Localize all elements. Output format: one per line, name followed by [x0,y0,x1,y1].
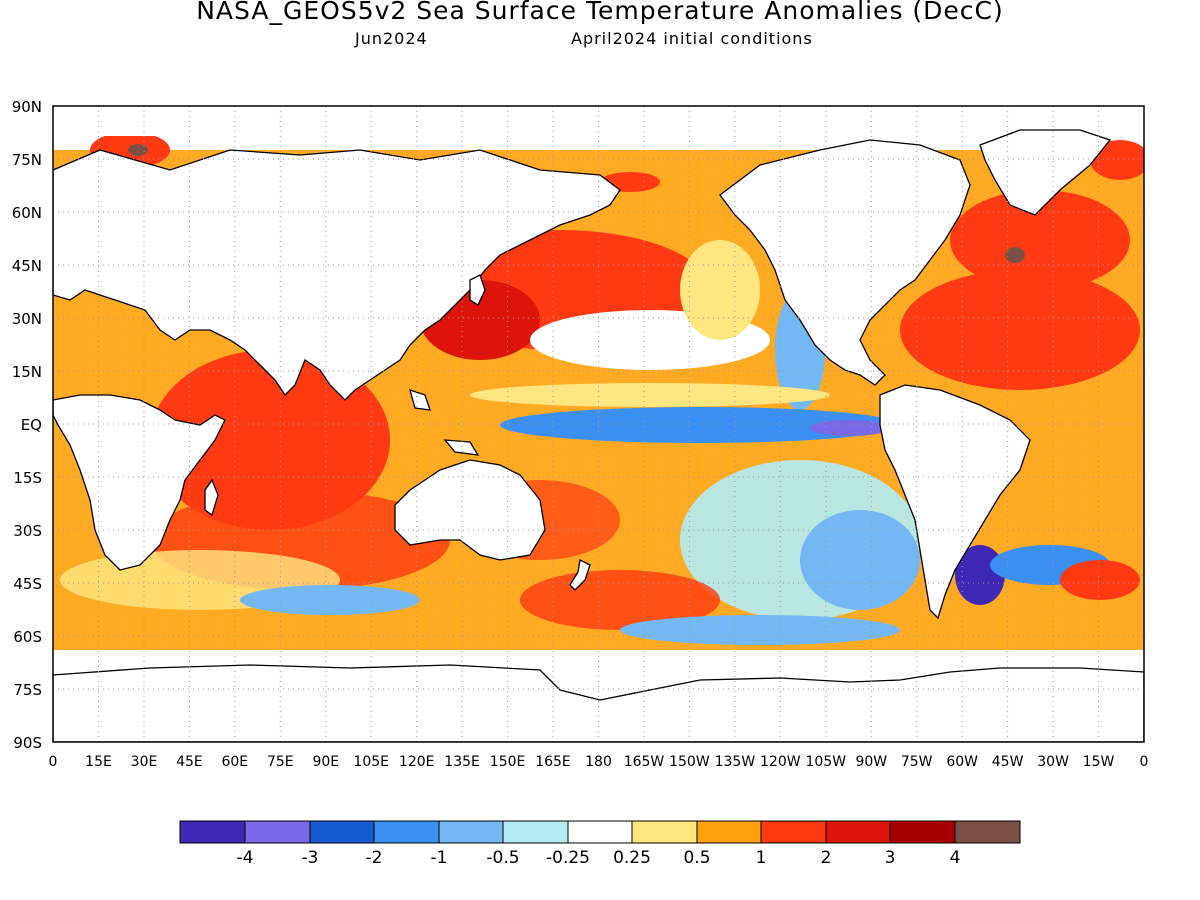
lat-label: 90S [13,734,42,752]
colorbar-swatch [631,820,698,844]
colorbar-label: -0.5 [486,848,519,868]
lon-label: 150E [490,754,526,770]
colorbar-label: -0.25 [546,848,590,868]
lat-label: 45N [12,257,42,275]
lon-label: 30W [1037,754,1069,770]
lat-label: 75N [12,151,42,169]
lon-label: 15W [1083,754,1115,770]
lat-label: 75S [13,681,42,699]
colorbar-swatch [438,820,504,844]
lat-label: 15N [12,363,42,381]
map-title: NASA_GEOS5v2 Sea Surface Temperature Ano… [196,0,1004,25]
lon-label: 150W [669,754,710,770]
lon-label: 30E [131,754,158,770]
lon-label: 135W [715,754,756,770]
colorbar-label: 3 [885,848,896,868]
lat-label: 30S [13,522,42,540]
lon-label: 0 [1140,754,1149,770]
lat-label: 30N [12,310,42,328]
colorbar-label: 1 [756,848,767,868]
lon-label: 0 [49,754,58,770]
colorbar-label: -1 [431,848,448,868]
lat-label: 60N [12,204,42,222]
initial-conditions: April2024 initial conditions [571,29,813,48]
colorbar-swatch [889,820,956,844]
lon-label: 135E [444,754,480,770]
lat-label: 15S [13,469,42,487]
colorbar-label: 4 [950,848,961,868]
colorbar-label: 0.25 [613,848,651,868]
colorbar-swatch [954,820,1021,844]
colorbar [179,820,1021,844]
colorbar-swatch [244,820,311,844]
colorbar-swatch [179,820,246,844]
lat-label: EQ [21,416,42,434]
lat-label: 90N [12,98,42,116]
lon-label: 75W [901,754,933,770]
colorbar-swatch [825,820,891,844]
lon-label: 75E [267,754,294,770]
lon-label: 90W [855,754,887,770]
colorbar-swatch [696,820,762,844]
lat-label: 60S [13,628,42,646]
forecast-month: Jun2024 [355,29,428,48]
colorbar-swatch [502,820,569,844]
colorbar-label: 2 [821,848,832,868]
latitude-axis: 90N 75N 60N 45N 30N 15N EQ 15S 30S 45S 6… [12,98,42,752]
lon-label: 165W [624,754,665,770]
lon-label: 165E [535,754,571,770]
colorbar-label: -2 [366,848,383,868]
map-frame [52,105,1145,743]
lat-label: 45S [13,575,42,593]
longitude-axis: 0 15E 30E 45E 60E 75E 90E 105E 120E 135E… [49,754,1149,770]
lon-label: 105W [806,754,847,770]
lon-label: 180 [585,754,612,770]
colorbar-swatch [760,820,827,844]
lon-label: 105E [353,754,389,770]
colorbar-label: -3 [302,848,319,868]
lon-label: 60E [221,754,248,770]
lon-label: 60W [946,754,978,770]
colorbar-swatch [373,820,440,844]
colorbar-swatch [567,820,633,844]
colorbar-label: -4 [237,848,254,868]
lon-label: 120W [760,754,801,770]
colorbar-swatch [309,820,375,844]
lon-label: 120E [399,754,435,770]
lon-label: 90E [312,754,339,770]
lon-label: 45E [176,754,203,770]
colorbar-labels: -4 -3 -2 -1 -0.5 -0.25 0.25 0.5 1 2 3 4 [237,848,961,868]
lon-label: 45W [992,754,1024,770]
colorbar-label: 0.5 [683,848,710,868]
map-grid [53,106,1144,742]
lon-label: 15E [85,754,112,770]
